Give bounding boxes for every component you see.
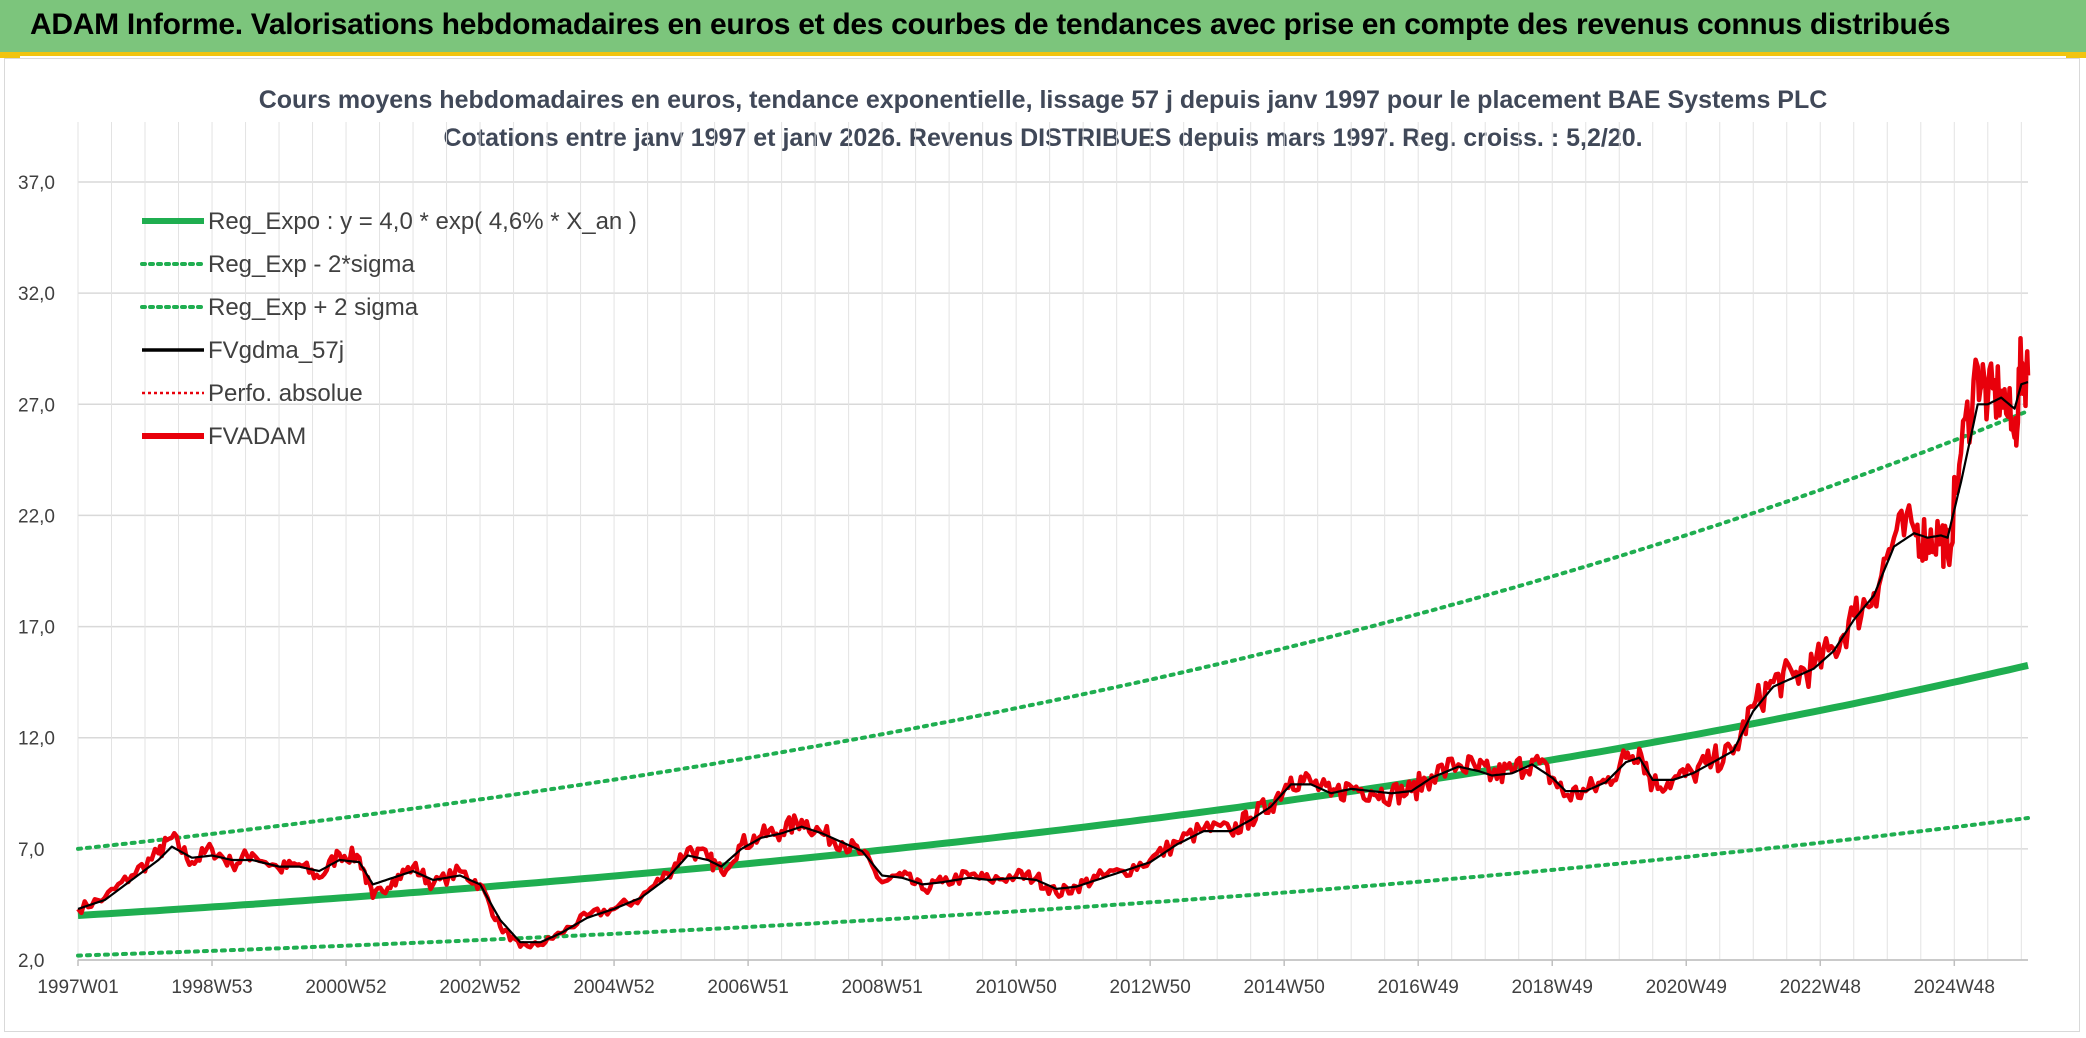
legend-label: Reg_Expo : y = 4,0 * exp( 4,6% * X_an ): [208, 208, 637, 235]
x-tick-label: 2022W48: [1780, 977, 1861, 998]
x-tick-label: 2024W48: [1914, 977, 1995, 998]
x-tick-label: 2016W49: [1378, 977, 1459, 998]
reg-exp-minus-2-sigma-line: [76, 816, 2030, 958]
y-tick-label: 22,0: [18, 506, 55, 527]
fvadam-series-line: [76, 335, 2031, 950]
banner-corner-left: [0, 52, 20, 58]
report-banner: ADAM Informe. Valorisations hebdomadaire…: [0, 0, 2086, 56]
x-tick-label: 2000W52: [305, 977, 386, 998]
reg-exp-plus-2-sigma-line: [76, 409, 2030, 851]
x-tick-label: 1997W01: [37, 977, 118, 998]
x-tick-label: 2018W49: [1512, 977, 1593, 998]
chart-title-line1: Cours moyens hebdomadaires en euros, ten…: [258, 86, 1828, 114]
y-tick-label: 27,0: [18, 395, 55, 416]
chart-title-line2: Cotations entre janv 1997 et janv 2026. …: [443, 124, 1643, 152]
report-title: ADAM Informe. Valorisations hebdomadaire…: [30, 8, 1951, 41]
legend-label: FVADAM: [208, 423, 306, 450]
legend-label: Reg_Exp + 2 sigma: [208, 294, 419, 321]
y-tick-label: 7,0: [18, 840, 44, 861]
x-tick-label: 2002W52: [439, 977, 520, 998]
legend-label: FVgdma_57j: [208, 337, 344, 364]
banner-corner-right: [2066, 52, 2086, 58]
y-tick-label: 2,0: [18, 951, 44, 972]
x-tick-label: 2008W51: [841, 977, 922, 998]
reg-expo-line: [77, 661, 2029, 919]
y-tick-label: 37,0: [18, 173, 55, 194]
chart-frame: [4, 58, 2080, 1032]
legend-label: Perfo. absolue: [208, 380, 363, 407]
x-tick-label: 2004W52: [573, 977, 654, 998]
y-tick-label: 12,0: [18, 729, 55, 750]
legend-label: Reg_Exp - 2*sigma: [208, 251, 415, 278]
y-tick-label: 32,0: [18, 284, 55, 305]
x-tick-label: 2010W50: [975, 977, 1056, 998]
x-tick-label: 2020W49: [1646, 977, 1727, 998]
x-tick-label: 1998W53: [171, 977, 252, 998]
y-tick-label: 17,0: [18, 618, 55, 639]
x-tick-label: 2012W50: [1109, 977, 1190, 998]
fvgdma-57j-series-line: [77, 381, 2029, 944]
x-tick-label: 2014W50: [1244, 977, 1325, 998]
x-tick-label: 2006W51: [707, 977, 788, 998]
